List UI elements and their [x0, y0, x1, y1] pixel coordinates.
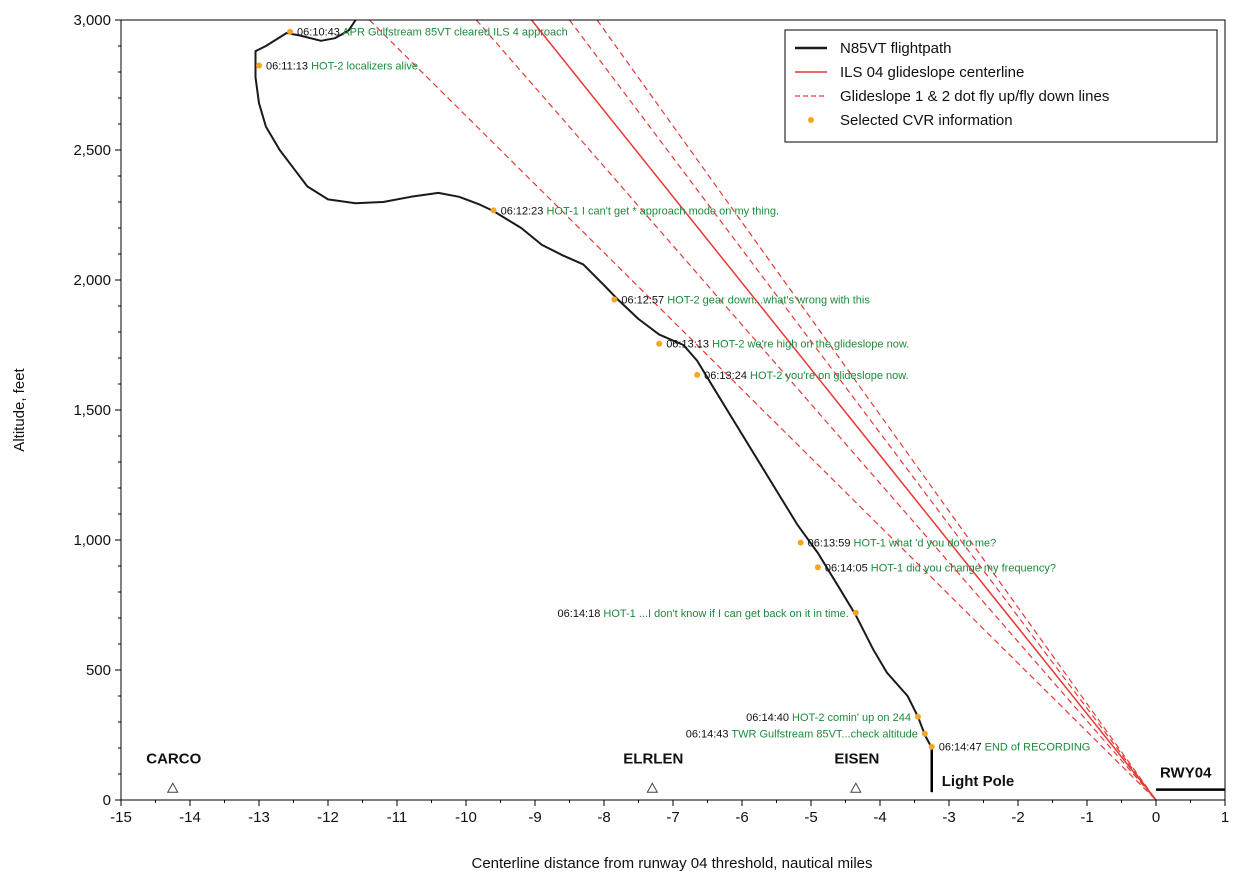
x-tick-label: -5 [804, 809, 817, 826]
legend: N85VT flightpath ILS 04 glideslope center… [784, 29, 1218, 143]
cvr-label-3: 06:12:23 HOT-1 I can't get * approach mo… [501, 205, 779, 217]
y-tick-label: 1,500 [73, 402, 111, 419]
cvr-message: HOT-2 localizers alive [311, 61, 418, 73]
x-tick-label: -3 [942, 809, 955, 826]
glideslope-dot-line-2 [368, 20, 1157, 800]
waypoint-label-carco: CARCO [146, 750, 201, 767]
legend-label-3: Glideslope 1 & 2 dot fly up/fly down lin… [840, 88, 1109, 105]
plot-area: Light Pole RWY04 CARCO ELRLEN EISEN 06:10:43 … [146, 20, 1225, 800]
cvr-message: TWR Gulfstream 85VT...check altitude [731, 729, 917, 741]
cvr-label-4: 06:12:57 HOT-2 gear down...what's wrong … [621, 295, 870, 307]
x-tick-label: -7 [666, 809, 679, 826]
cvr-label-8: 06:14:05 HOT-1 did you change my frequen… [825, 562, 1056, 574]
x-axis-title: Centerline distance from runway 04 thres… [471, 855, 872, 872]
cvr-label-10: 06:14:40 HOT-2 comin' up on 244 [746, 712, 911, 724]
x-tick-label: -6 [735, 809, 748, 826]
cvr-time: 06:14:47 [939, 742, 985, 754]
x-tick-label: -13 [248, 809, 270, 826]
cvr-time: 06:13:24 [704, 370, 750, 382]
cvr-point-1 [287, 28, 294, 35]
cvr-time: 06:11:13 [266, 61, 311, 73]
waypoint-marker-carco [166, 782, 179, 793]
cvr-message: APR Gulfstream 85VT cleared ILS 4 approa… [342, 27, 567, 39]
cvr-label-9: 06:14:18 HOT-1 ...I don't know if I can … [558, 608, 849, 620]
cvr-point-2 [256, 62, 262, 69]
cvr-message: END of RECORDING [985, 742, 1091, 754]
cvr-point-12 [928, 743, 935, 750]
cvr-label-11: 06:14:43 TWR Gulfstream 85VT...check alt… [686, 729, 918, 741]
waypoint-label-elrlen: ELRLEN [623, 750, 683, 767]
y-tick-label: 2,500 [73, 142, 111, 159]
flightpath-line [254, 20, 933, 749]
y-tick-label: 500 [86, 662, 111, 679]
cvr-time: 06:12:23 [501, 205, 547, 217]
waypoint-label-eisen: EISEN [834, 750, 879, 767]
cvr-message: HOT-2 we're high on the glideslope now. [712, 339, 909, 351]
cvr-message: HOT-2 you're on glideslope now. [750, 370, 909, 382]
x-tick-label: -8 [597, 809, 610, 826]
cvr-message: HOT-1 did you change my frequency? [871, 562, 1056, 574]
cvr-point-4 [611, 296, 618, 303]
cvr-message: HOT-2 comin' up on 244 [792, 712, 911, 724]
glideslope-centerline [530, 20, 1157, 800]
cvr-time: 06:14:18 [558, 608, 604, 620]
cvr-point-9 [852, 609, 859, 616]
legend-label-2: ILS 04 glideslope centerline [840, 64, 1024, 81]
x-tick-label: -11 [387, 809, 408, 826]
y-tick-label: 1,000 [73, 532, 111, 549]
waypoint-marker-elrlen [646, 782, 659, 793]
y-tick-label: 2,000 [73, 272, 111, 289]
cvr-label-2: 06:11:13 HOT-2 localizers alive [266, 61, 418, 73]
light-pole-label: Light Pole [942, 773, 1015, 790]
cvr-time: 06:14:43 [686, 729, 732, 741]
x-tick-label: -1 [1080, 809, 1093, 826]
cvr-label-5: 06:13:13 HOT-2 we're high on the glidesl… [666, 339, 909, 351]
y-tick-label: 3,000 [73, 12, 111, 29]
legend-label-1: N85VT flightpath [840, 40, 951, 57]
cvr-time: 06:13:59 [808, 538, 854, 550]
cvr-message: HOT-2 gear down...what's wrong with this [667, 295, 870, 307]
y-tick-label: 0 [103, 792, 111, 809]
legend-swatch-cvr [808, 117, 814, 123]
legend-box [784, 29, 1218, 143]
cvr-label-7: 06:13:59 HOT-1 what 'd you do to me? [808, 538, 997, 550]
axes: -15 -14 -13 -12 -11 -10 -9 -8 -7 -6 -5 -4 -3 -2 -1 0 105… [73, 12, 1229, 826]
cvr-point-10 [914, 713, 921, 720]
cvr-time: 06:13:13 [666, 339, 712, 351]
cvr-time: 06:14:40 [746, 712, 792, 724]
x-tick-label: -12 [317, 809, 339, 826]
plot-lines [254, 20, 1157, 800]
cvr-point-11 [921, 730, 928, 737]
cvr-label-6: 06:13:24 HOT-2 you're on glideslope now. [704, 370, 909, 382]
cvr-time: 06:14:05 [825, 562, 871, 574]
x-tick-label: 0 [1152, 809, 1160, 826]
x-tick-label: -14 [179, 809, 201, 826]
x-tick-label: 1 [1221, 809, 1229, 826]
runway-label: RWY04 [1160, 765, 1212, 782]
x-tick-label: -9 [528, 809, 541, 826]
cvr-message: HOT-1 what 'd you do to me? [854, 538, 997, 550]
legend-label-4: Selected CVR information [840, 112, 1013, 129]
x-tick-label: -15 [110, 809, 132, 826]
cvr-message: HOT-1 I can't get * approach mode on my … [546, 205, 779, 217]
cvr-point-3 [490, 207, 497, 214]
cvr-point-8 [814, 564, 821, 571]
cvr-point-7 [797, 539, 804, 546]
x-tick-label: -4 [873, 809, 886, 826]
cvr-point-5 [656, 340, 663, 347]
cvr-time: 06:12:57 [621, 295, 667, 307]
cvr-label-1: 06:10:43 APR Gulfstream 85VT cleared ILS… [297, 27, 568, 39]
glideslope-dot-line-1 [475, 20, 1157, 800]
y-axis-title: Altitude, feet [11, 367, 28, 451]
cvr-point-6 [694, 371, 701, 378]
waypoint-marker-eisen [850, 782, 862, 793]
glideslope-dot-line-3 [569, 20, 1157, 800]
x-tick-label: -10 [455, 809, 477, 826]
cvr-time: 06:10:43 [297, 27, 342, 39]
cvr-label-12: 06:14:47 END of RECORDING [939, 742, 1091, 754]
cvr-message: HOT-1 ...I don't know if I can get back … [603, 608, 848, 620]
x-tick-label: -2 [1011, 809, 1024, 826]
